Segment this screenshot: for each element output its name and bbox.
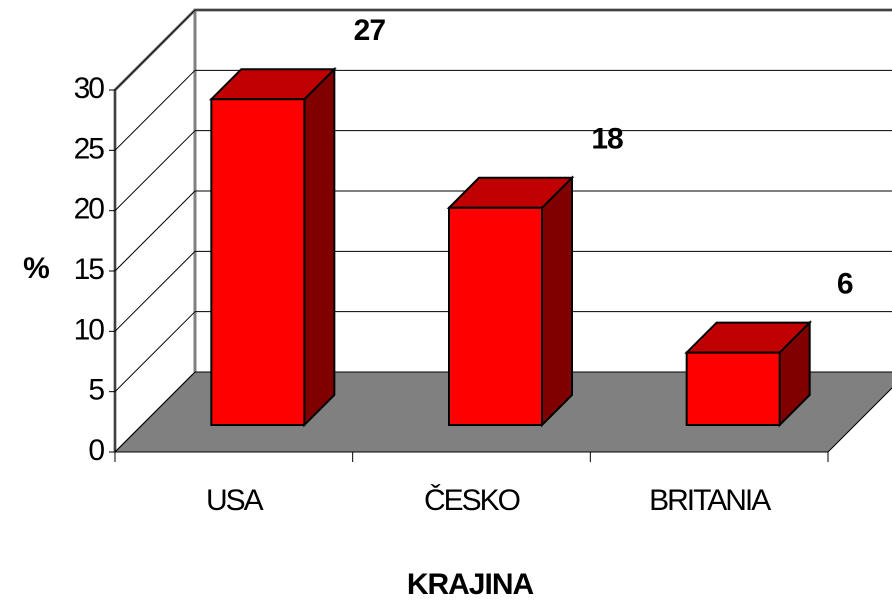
bar <box>685 351 781 427</box>
x-tick-label: BRITANIA <box>649 484 771 517</box>
x-axis-label: KRAJINA <box>407 568 534 601</box>
y-tick-label: 0 <box>88 434 104 467</box>
y-tick-label: 15 <box>74 253 105 286</box>
bar <box>448 206 543 426</box>
grid-line <box>114 190 196 272</box>
y-tick-label: 10 <box>74 313 105 346</box>
grid-line <box>114 371 196 453</box>
y-tick-label: 20 <box>74 193 105 226</box>
bar <box>210 98 306 426</box>
value-label: 27 <box>354 14 386 47</box>
y-tick-label: 25 <box>74 132 105 165</box>
y-axis-label: % <box>23 252 49 285</box>
x-tick-label: ČESKO <box>424 483 520 517</box>
grid-line <box>114 9 196 91</box>
bar-side <box>541 175 573 428</box>
value-label: 6 <box>837 268 853 301</box>
grid-line <box>114 130 196 212</box>
grid-line <box>114 250 196 332</box>
bar-side <box>303 66 336 428</box>
grid-line <box>114 311 196 393</box>
value-label: 18 <box>591 123 623 156</box>
x-tick-label: USA <box>206 484 264 517</box>
grid-line <box>114 69 196 151</box>
y-tick-label: 30 <box>74 72 105 105</box>
y-tick-label: 5 <box>88 374 104 407</box>
